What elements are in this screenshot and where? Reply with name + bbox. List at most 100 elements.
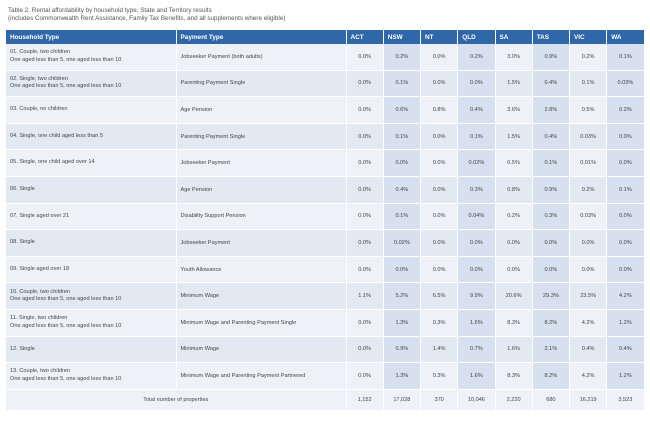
household-cell: 07. Single aged over 21 bbox=[6, 203, 177, 231]
value-cell-act: 1.1% bbox=[346, 282, 384, 310]
value-cell-wa: 0.2% bbox=[606, 96, 645, 124]
household-detail: One aged less than 5, one aged less than… bbox=[10, 56, 122, 63]
value-cell-nt: 0.0% bbox=[420, 44, 459, 71]
value-cell-nt: 0.0% bbox=[420, 70, 459, 98]
value-cell-wa: 0.1% bbox=[606, 44, 645, 71]
value-cell-wa: 0.03% bbox=[606, 70, 645, 98]
value-cell-nt: 0.3% bbox=[420, 362, 459, 390]
value-cell-qld: 0.4% bbox=[457, 96, 496, 124]
value-cell-act: 0.0% bbox=[346, 229, 384, 257]
payment-type-cell: Age Pension bbox=[176, 176, 347, 204]
value-cell-tas: 0.9% bbox=[532, 44, 571, 71]
value-cell-wa: 0.1% bbox=[606, 176, 645, 204]
value-cell-tas: 0.0% bbox=[532, 256, 571, 284]
total-tas: 680 bbox=[532, 389, 571, 410]
household-type: 07. Single aged over 21 bbox=[10, 212, 70, 219]
household-type: 02. Single, two children bbox=[10, 75, 68, 82]
household-type: 03. Couple, no children bbox=[10, 106, 68, 113]
household-type: 08. Single bbox=[10, 239, 35, 246]
total-row: Total number of properties 1,152 17,028 … bbox=[6, 389, 645, 410]
household-detail: One aged less than 5, one aged less than… bbox=[10, 83, 122, 90]
value-cell-wa: 1.2% bbox=[606, 362, 645, 390]
value-cell-nsw: 0.1% bbox=[383, 70, 422, 98]
value-cell-qld: 0.7% bbox=[457, 336, 496, 364]
value-cell-sa: 0.8% bbox=[495, 176, 533, 204]
value-cell-nt: 0.0% bbox=[420, 203, 459, 231]
household-type: 13. Couple, two children bbox=[10, 368, 71, 375]
household-type: 01. Couple, two children bbox=[10, 49, 71, 56]
household-cell: 11. Single, two children One aged less th… bbox=[6, 309, 177, 337]
household-cell: 02. Single, two children One aged less th… bbox=[6, 70, 177, 98]
header-tas: TAS bbox=[532, 30, 571, 44]
value-cell-sa: 1.5% bbox=[495, 123, 533, 151]
household-cell: 12. Single bbox=[6, 336, 177, 364]
value-cell-qld: 0.0% bbox=[457, 256, 496, 284]
value-cell-tas: 2.8% bbox=[532, 96, 571, 124]
value-cell-act: 0.0% bbox=[346, 96, 384, 124]
value-cell-wa: 0.0% bbox=[606, 229, 645, 257]
value-cell-qld: 0.02% bbox=[457, 149, 496, 177]
value-cell-act: 0.0% bbox=[346, 176, 384, 204]
total-sa: 2,220 bbox=[495, 389, 533, 410]
value-cell-tas: 0.4% bbox=[532, 70, 571, 98]
table-row: 11. Single, two children One aged less th… bbox=[6, 309, 645, 337]
value-cell-sa: 8.3% bbox=[495, 362, 533, 390]
value-cell-sa: 1.6% bbox=[495, 336, 533, 364]
value-cell-wa: 0.0% bbox=[606, 123, 645, 151]
household-cell: 05. Single, one child aged over 14 bbox=[6, 149, 177, 177]
table-row: 02. Single, two children One aged less th… bbox=[6, 70, 645, 98]
total-qld: 10,046 bbox=[457, 389, 496, 410]
value-cell-nsw: 0.0% bbox=[383, 149, 422, 177]
value-cell-vic: 0.2% bbox=[569, 176, 608, 204]
value-cell-nsw: 1.3% bbox=[383, 362, 422, 390]
value-cell-nsw: 0.9% bbox=[383, 336, 422, 364]
value-cell-vic: 0.0% bbox=[569, 256, 608, 284]
value-cell-qld: 0.04% bbox=[457, 203, 496, 231]
household-type: 04. Single, one child aged less than 5 bbox=[10, 132, 103, 139]
value-cell-sa: 0.5% bbox=[495, 149, 533, 177]
value-cell-vic: 0.0% bbox=[569, 229, 608, 257]
payment-type-cell: Minimum Wage bbox=[176, 336, 347, 364]
payment-type-cell: Age Pension bbox=[176, 96, 347, 124]
value-cell-act: 0.0% bbox=[346, 44, 384, 71]
value-cell-nsw: 0.4% bbox=[383, 176, 422, 204]
table-row: 13. Couple, two children One aged less th… bbox=[6, 362, 645, 390]
value-cell-nsw: 0.02% bbox=[383, 229, 422, 257]
value-cell-nt: 0.0% bbox=[420, 149, 459, 177]
value-cell-nsw: 0.1% bbox=[383, 203, 422, 231]
value-cell-vic: 0.03% bbox=[569, 123, 608, 151]
household-cell: 06. Single bbox=[6, 176, 177, 204]
value-cell-sa: 8.3% bbox=[495, 309, 533, 337]
value-cell-vic: 0.1% bbox=[569, 70, 608, 98]
value-cell-act: 0.0% bbox=[346, 336, 384, 364]
table-row: 06. Single Age Pension 0.0% 0.4% 0.0% 0.3% 0.8… bbox=[6, 176, 645, 204]
value-cell-nt: 0.0% bbox=[420, 176, 459, 204]
value-cell-tas: 8.2% bbox=[532, 309, 571, 337]
caption-title: Table 2. Rental affordability by househo… bbox=[8, 7, 212, 14]
value-cell-qld: 1.6% bbox=[457, 362, 496, 390]
value-cell-tas: 0.3% bbox=[532, 203, 571, 231]
household-cell: 03. Couple, no children bbox=[6, 96, 177, 124]
value-cell-nsw: 0.2% bbox=[383, 44, 422, 71]
value-cell-qld: 0.0% bbox=[457, 229, 496, 257]
total-label: Total number of properties bbox=[6, 389, 347, 410]
value-cell-nsw: 0.1% bbox=[383, 123, 422, 151]
household-cell: 09. Single aged over 18 bbox=[6, 256, 177, 284]
value-cell-tas: 2.1% bbox=[532, 336, 571, 364]
table-row: 01. Couple, two children One aged less th… bbox=[6, 44, 645, 71]
header-qld: QLD bbox=[457, 30, 496, 44]
value-cell-tas: 0.4% bbox=[532, 123, 571, 151]
header-vic: VIC bbox=[569, 30, 608, 44]
payment-type-cell: Minimum Wage and Parenting Payment Singl… bbox=[176, 309, 347, 337]
value-cell-act: 0.0% bbox=[346, 309, 384, 337]
value-cell-vic: 4.2% bbox=[569, 362, 608, 390]
value-cell-tas: 0.1% bbox=[532, 149, 571, 177]
caption-note: (includes Commonwealth Rent Assistance, … bbox=[8, 15, 286, 22]
value-cell-tas: 8.2% bbox=[532, 362, 571, 390]
header-payment: Payment Type bbox=[176, 30, 347, 44]
header-household: Household Type bbox=[6, 30, 177, 44]
value-cell-nsw: 5.2% bbox=[383, 282, 422, 310]
value-cell-wa: 1.2% bbox=[606, 309, 645, 337]
household-detail: One aged less than 5, one aged less than… bbox=[10, 296, 122, 303]
payment-type-cell: Parenting Payment Single bbox=[176, 123, 347, 151]
